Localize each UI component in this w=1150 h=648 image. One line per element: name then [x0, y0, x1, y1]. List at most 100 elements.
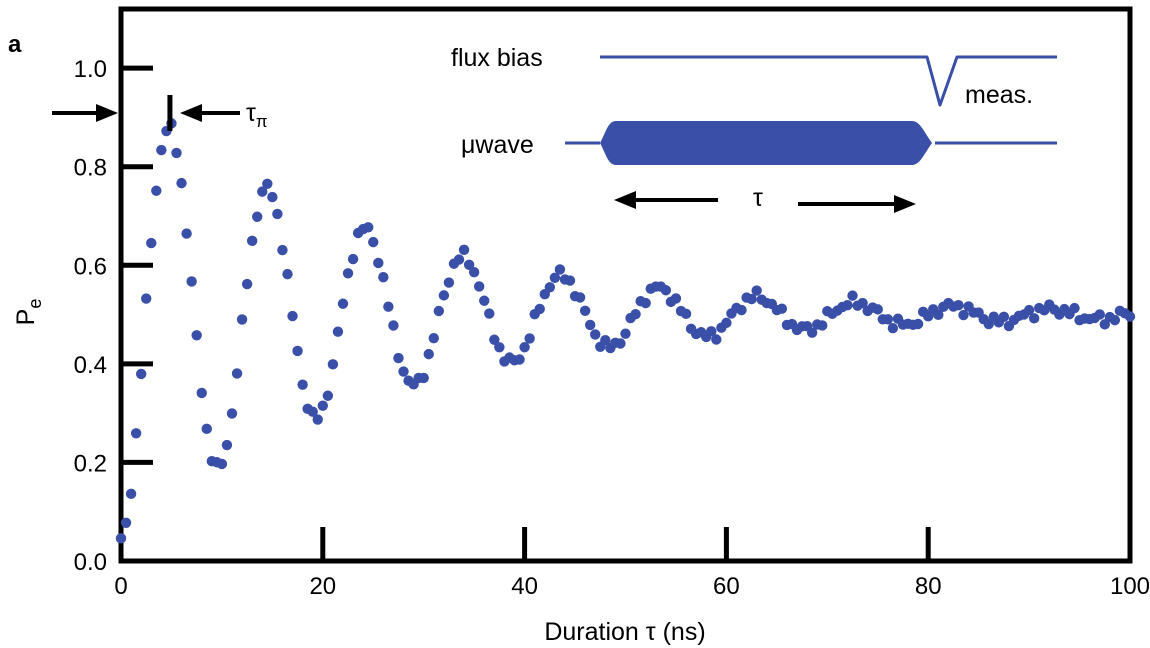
- data-point: [434, 306, 444, 316]
- data-point: [842, 300, 852, 310]
- data-point: [197, 388, 207, 398]
- tau-label: τ: [753, 184, 763, 212]
- data-point: [1110, 315, 1120, 325]
- data-point: [267, 192, 277, 202]
- tau-arrowhead-right: [894, 195, 916, 213]
- y-axis-title-sub: e: [25, 299, 45, 309]
- y-tick-label: 0.4: [74, 352, 107, 379]
- data-point: [338, 299, 348, 309]
- x-axis-title: Duration τ (ns): [544, 618, 705, 646]
- y-tick-label: 0.0: [74, 549, 107, 576]
- data-point: [232, 368, 242, 378]
- pi-pulse-label-sub: π: [256, 112, 268, 131]
- microwave-label: μwave: [461, 131, 534, 159]
- data-point: [585, 320, 595, 330]
- data-point: [575, 292, 585, 302]
- data-point: [277, 245, 287, 255]
- data-point: [176, 178, 186, 188]
- data-point: [191, 330, 201, 340]
- data-point: [287, 311, 297, 321]
- pi-pulse-right-arrowhead: [180, 104, 202, 122]
- data-point: [721, 318, 731, 328]
- data-point: [297, 379, 307, 389]
- data-point: [388, 320, 398, 330]
- data-point: [888, 323, 898, 333]
- data-point: [171, 148, 181, 158]
- data-point: [202, 424, 212, 434]
- tau-arrowhead-left: [614, 191, 636, 209]
- data-point: [439, 290, 449, 300]
- data-point: [398, 366, 408, 376]
- data-point: [146, 238, 156, 248]
- data-point: [383, 301, 393, 311]
- y-axis-title: Pe: [12, 299, 45, 326]
- data-point: [514, 354, 524, 364]
- y-tick-label: 0.2: [74, 450, 107, 477]
- data-point: [661, 285, 671, 295]
- data-point: [222, 440, 232, 450]
- data-point: [1095, 309, 1105, 319]
- data-point: [313, 414, 323, 424]
- data-point: [424, 349, 434, 359]
- pulse-sequence-inset: flux bias meas. μwave τ: [451, 44, 1057, 213]
- x-tick-label: 0: [114, 573, 127, 600]
- meas-label: meas.: [965, 81, 1033, 109]
- pi-pulse-annotation: τπ: [52, 95, 268, 131]
- data-point: [292, 346, 302, 356]
- data-point: [580, 306, 590, 316]
- data-point: [1125, 311, 1135, 321]
- data-point: [494, 342, 504, 352]
- data-point: [343, 268, 353, 278]
- data-point: [217, 459, 227, 469]
- data-point: [419, 373, 429, 383]
- data-point: [519, 342, 529, 352]
- data-point: [479, 296, 489, 306]
- flux-bias-label: flux bias: [451, 44, 543, 72]
- data-point: [282, 269, 292, 279]
- data-point: [524, 333, 534, 343]
- pi-pulse-label-base: τ: [246, 99, 256, 127]
- data-point: [620, 328, 630, 338]
- data-point: [817, 320, 827, 330]
- data-point: [459, 245, 469, 255]
- data-point: [999, 312, 1009, 322]
- data-point: [913, 319, 923, 329]
- data-point: [469, 267, 479, 277]
- data-point: [151, 186, 161, 196]
- data-point: [318, 400, 328, 410]
- data-point: [141, 293, 151, 303]
- y-tick-label: 0.8: [74, 155, 107, 182]
- data-point: [545, 282, 555, 292]
- data-point: [1069, 303, 1079, 313]
- data-point: [131, 428, 141, 438]
- data-point: [1029, 313, 1039, 323]
- data-point: [348, 254, 358, 264]
- data-point: [272, 209, 282, 219]
- data-point: [873, 304, 883, 314]
- data-point: [953, 300, 963, 310]
- x-tick-label: 40: [511, 573, 538, 600]
- data-point: [640, 298, 650, 308]
- data-point: [328, 359, 338, 369]
- data-point: [242, 279, 252, 289]
- data-point: [368, 237, 378, 247]
- data-point: [373, 258, 383, 268]
- data-point: [227, 408, 237, 418]
- data-point: [565, 275, 575, 285]
- data-point: [883, 314, 893, 324]
- y-tick-label: 1.0: [74, 56, 107, 83]
- data-point: [671, 293, 681, 303]
- data-point: [474, 281, 484, 291]
- data-point: [484, 308, 494, 318]
- data-point: [847, 290, 857, 300]
- data-point: [590, 329, 600, 339]
- data-point: [156, 145, 166, 155]
- data-point: [186, 276, 196, 286]
- data-point: [252, 212, 262, 222]
- data-point: [681, 309, 691, 319]
- microwave-pulse: [600, 121, 932, 165]
- data-point: [237, 314, 247, 324]
- data-point: [555, 264, 565, 274]
- data-point: [262, 179, 272, 189]
